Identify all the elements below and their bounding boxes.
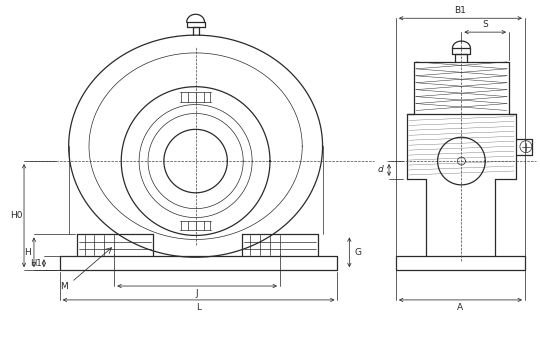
Text: G: G [355, 248, 362, 257]
Text: B1: B1 [455, 6, 467, 15]
Text: A: A [457, 303, 463, 312]
Text: d: d [377, 165, 383, 175]
Text: M: M [60, 281, 68, 291]
Text: J: J [195, 290, 198, 298]
Text: H: H [24, 248, 30, 257]
Text: H0: H0 [10, 211, 22, 220]
Text: S: S [482, 20, 488, 29]
Text: H1: H1 [30, 259, 42, 268]
Text: L: L [196, 303, 201, 312]
